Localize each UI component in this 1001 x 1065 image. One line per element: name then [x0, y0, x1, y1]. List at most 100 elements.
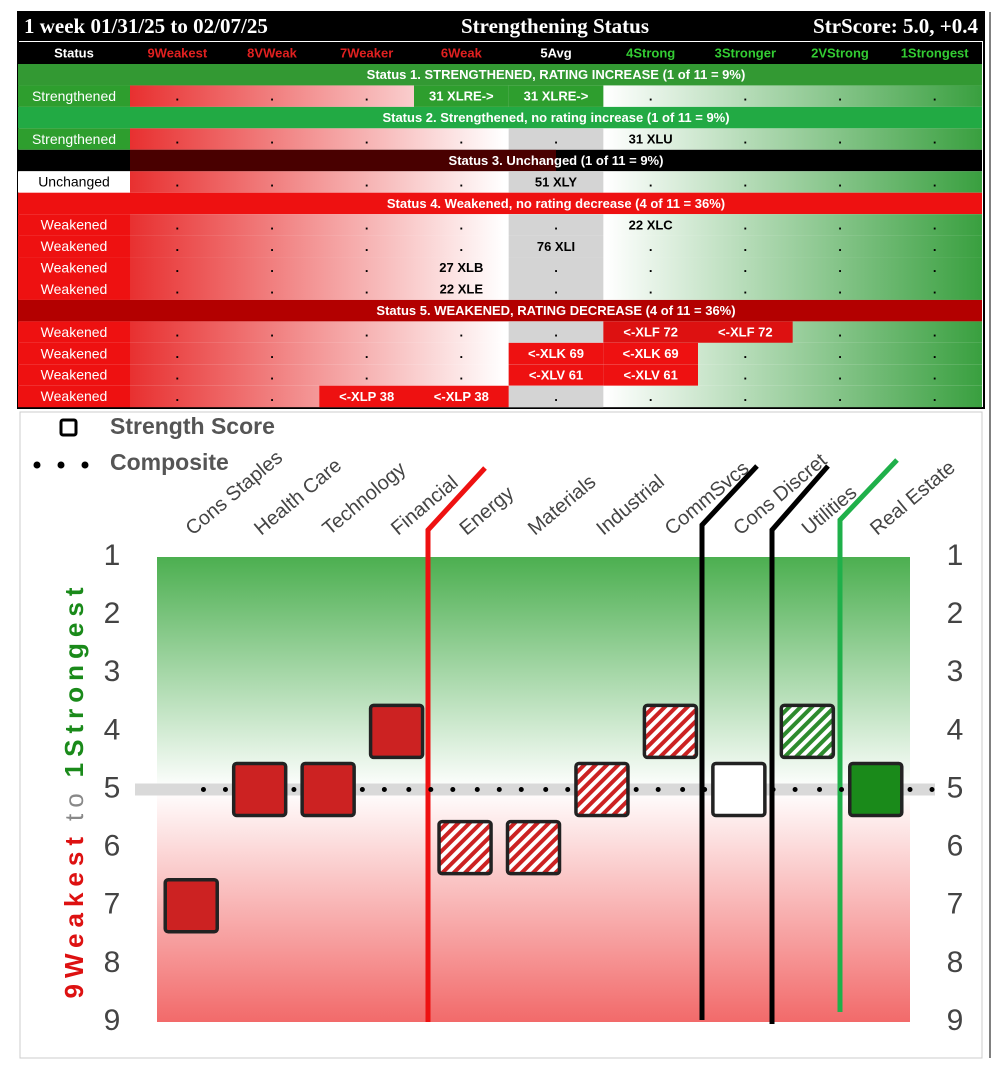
indicator-line [837, 458, 899, 1012]
strength-marker [642, 703, 699, 760]
cell-text: . [365, 217, 369, 232]
cell-text: . [460, 346, 464, 361]
status-cell [18, 257, 130, 279]
legend-label: Composite [110, 449, 229, 475]
strength-marker [779, 703, 836, 760]
cell-text: . [176, 346, 180, 361]
period: 1 week 01/31/25 to 02/07/25 [24, 14, 268, 38]
composite-dot [655, 787, 661, 792]
cell-highlight [603, 321, 698, 343]
strength-marker [163, 878, 219, 934]
cell-text: . [270, 132, 274, 147]
cell-text: . [649, 260, 653, 275]
composite-dot [907, 787, 913, 792]
cell-text: . [270, 174, 274, 189]
avg-col [508, 278, 604, 300]
cell-text: . [365, 174, 369, 189]
legend-dot [81, 461, 89, 469]
avg-col [508, 321, 604, 343]
cell-highlight [319, 385, 414, 408]
y2-tick-label: 5 [947, 771, 964, 804]
cell-text: . [649, 239, 653, 254]
y2-tick-label: 3 [947, 655, 964, 688]
status-cell [18, 278, 130, 300]
cell-text: . [838, 282, 842, 297]
cell-highlight [414, 85, 509, 107]
composite-dot [291, 787, 297, 792]
status-label: Weakened [41, 238, 108, 254]
cell-text: . [270, 260, 274, 275]
cell-text: . [270, 325, 274, 340]
cell-text: . [460, 132, 464, 147]
cell-text: . [554, 389, 558, 404]
y-tick-label: 9 [104, 1004, 121, 1037]
cell-text: . [744, 367, 748, 382]
y-axis-title-part: 9Weakest [59, 831, 89, 999]
cell-text: . [933, 239, 937, 254]
cell-text: 22 XLC [629, 217, 674, 232]
avg-col [508, 385, 604, 408]
cell-text: 51 XLY [535, 174, 577, 189]
cell-text: . [460, 239, 464, 254]
y2-tick-label: 9 [947, 1004, 964, 1037]
section-bg [18, 192, 982, 215]
cell-text: . [365, 325, 369, 340]
composite-dot [518, 787, 524, 792]
cell-text: . [744, 260, 748, 275]
section-bg [18, 64, 982, 86]
y-axis-title: 9Weakest to 1Strongest [59, 582, 89, 999]
cell-text: . [460, 174, 464, 189]
cell-text: . [176, 89, 180, 104]
column-header: Status [54, 45, 94, 60]
cell-text: . [270, 89, 274, 104]
cell-text: . [649, 282, 653, 297]
section-title: Status 3. Unchanged (1 of 11 = 9%) [449, 153, 664, 168]
cell-text: . [176, 325, 180, 340]
cell-highlight [603, 364, 698, 386]
cell-text: . [554, 325, 558, 340]
cell-text: . [270, 367, 274, 382]
cell-text: <-XLK 69 [528, 346, 584, 361]
avg-col [508, 257, 604, 279]
composite-dot [702, 787, 708, 792]
y2-tick-label: 1 [947, 539, 964, 572]
avg-col [508, 128, 604, 150]
status-cell [18, 342, 130, 365]
cell-text: . [744, 217, 748, 232]
y-tick-label: 4 [104, 713, 121, 746]
status-cell [18, 364, 130, 386]
legend-label: Strength Score [110, 413, 275, 439]
y-tick-label: 1 [104, 539, 121, 572]
cell-text: . [838, 325, 842, 340]
cell-text: 76 XLI [537, 239, 575, 254]
cell-text: <-XLP 38 [434, 389, 489, 404]
cell-text: . [460, 367, 464, 382]
cell-text: . [933, 389, 937, 404]
cell-text: 31 XLRE-> [524, 89, 589, 104]
section-bg [18, 106, 982, 129]
cell-text: 31 XLU [629, 132, 673, 147]
cell-text: . [744, 174, 748, 189]
cell-text: . [933, 282, 937, 297]
cell-highlight [698, 321, 793, 343]
column-header: 8VWeak [247, 45, 297, 60]
cell-text: . [744, 389, 748, 404]
avg-col [508, 235, 604, 258]
cell-text: <-XLF 72 [718, 325, 773, 340]
legend-dot [33, 461, 41, 469]
composite-dot [406, 787, 412, 792]
section-title: Status 5. WEAKENED, RATING DECREASE (4 o… [376, 303, 735, 318]
avg-col [508, 171, 604, 193]
cell-text: 31 XLRE-> [429, 89, 494, 104]
column-header: 4Strong [626, 45, 675, 60]
cell-text: . [176, 282, 180, 297]
status-label: Weakened [41, 388, 108, 404]
y2-tick-label: 8 [947, 946, 964, 979]
cell-text: . [838, 217, 842, 232]
status-cell [18, 321, 130, 343]
column-header: 2VStrong [811, 45, 869, 60]
status-cell [18, 214, 130, 236]
cell-highlight [603, 342, 698, 365]
strength-marker [505, 819, 562, 876]
